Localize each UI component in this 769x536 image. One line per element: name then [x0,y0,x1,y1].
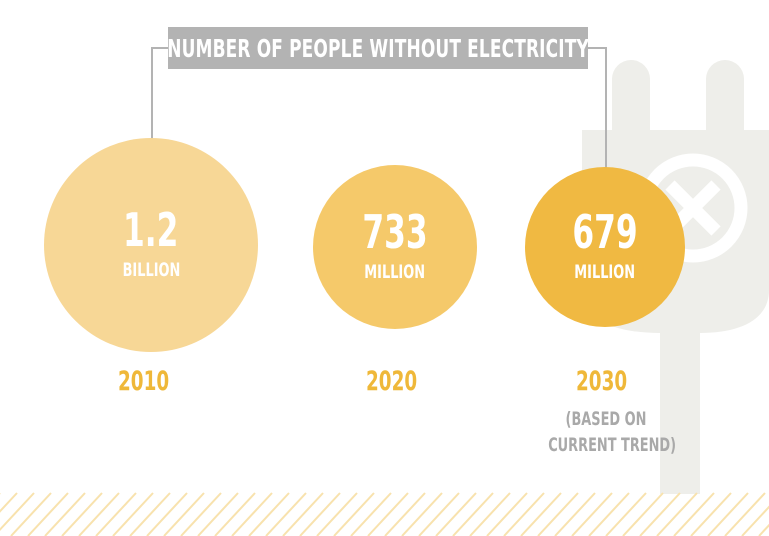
hatch-line [180,492,222,536]
hatch-line [520,492,562,536]
hatch-line [486,492,528,536]
hatch-line [316,492,358,536]
hatch-line [741,505,769,536]
hatch-line [554,492,596,536]
hatch-line [0,492,18,513]
hatch-line [639,492,681,536]
bubble-2010: 1.2 BILLION [44,138,258,352]
hatch-line [452,492,494,536]
hatch-line [0,492,35,532]
year-label-2010: 2010 [118,366,170,397]
hatch-line [401,492,443,536]
hatch-line [656,492,698,536]
bubble-2030: 679 MILLION [525,167,685,327]
hatch-line [673,492,715,536]
hatch-line [333,492,375,536]
bubble-value: 679 [572,205,638,259]
hatch-line [129,492,171,536]
hatch-line [571,492,613,536]
hatch-line [690,492,732,536]
chart-title-box: NUMBER OF PEOPLE WITHOUT ELECTRICITY [167,27,589,69]
hatch-stripe [0,492,769,536]
hatch-line [214,492,256,536]
hatch-line [299,492,341,536]
bubble-value: 1.2 [123,203,179,257]
hatch-line [282,492,324,536]
hatch-line [418,492,460,536]
bubble-2020: 733 MILLION [313,165,477,329]
hatch-line [95,492,137,536]
note-line-1: (BASED ON [565,408,647,430]
hatch-line [758,523,769,536]
hatch-line [265,492,307,536]
hatch-line [367,492,409,536]
hatch-line [384,492,426,536]
hatch-line [435,492,477,536]
hatch-line [503,492,545,536]
note-line-2: CURRENT TREND) [548,434,677,456]
hatch-line [163,492,205,536]
chart-title: NUMBER OF PEOPLE WITHOUT ELECTRICITY [167,33,589,63]
hatch-line [197,492,239,536]
hatch-line [537,492,579,536]
hatch-line [622,492,664,536]
hatch-line [10,492,52,536]
hatch-line [588,492,630,536]
year-label-2020: 2020 [366,366,418,397]
year-label-2030: 2030 [576,366,628,397]
hatch-line [469,492,511,536]
hatch-line [248,492,290,536]
bubble-unit: BILLION [122,259,180,281]
hatch-line [231,492,273,536]
hatch-line [112,492,154,536]
hatch-line [350,492,392,536]
hatch-line [27,492,69,536]
hatch-line [146,492,188,536]
projection-note: (BASED ON CURRENT TREND) [521,406,691,458]
hatch-line [707,492,749,536]
hatch-line [605,492,647,536]
bubble-value: 733 [362,205,428,259]
hatch-line [724,492,766,536]
hatch-line [78,492,120,536]
hatch-line [61,492,103,536]
bubble-unit: MILLION [364,261,426,283]
bubble-unit: MILLION [574,261,636,283]
hatch-line [44,492,86,536]
title-connector-lines [151,47,607,170]
